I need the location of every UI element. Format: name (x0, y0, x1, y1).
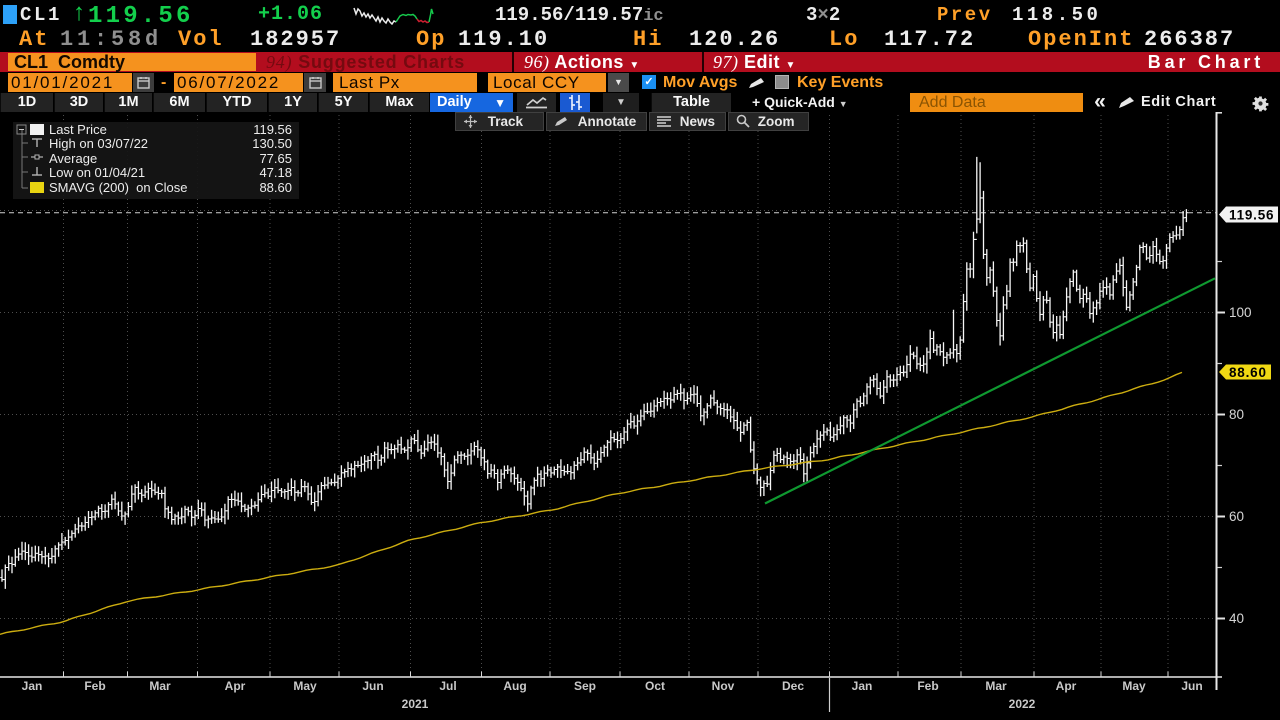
svg-text:Sep: Sep (574, 679, 596, 693)
svg-text:Dec: Dec (782, 679, 804, 693)
svg-text:40: 40 (1229, 611, 1244, 626)
svg-text:May: May (293, 679, 317, 693)
svg-text:2022: 2022 (1009, 697, 1036, 711)
svg-text:Jul: Jul (439, 679, 456, 693)
svg-text:119.56: 119.56 (1229, 208, 1274, 223)
svg-text:Mar: Mar (149, 679, 171, 693)
svg-text:Feb: Feb (917, 679, 938, 693)
svg-text:2021: 2021 (402, 697, 429, 711)
svg-text:100: 100 (1229, 305, 1252, 320)
svg-text:Feb: Feb (84, 679, 105, 693)
svg-text:Apr: Apr (1056, 679, 1077, 693)
svg-text:60: 60 (1229, 509, 1244, 524)
svg-text:Jan: Jan (22, 679, 43, 693)
svg-text:Nov: Nov (712, 679, 735, 693)
svg-text:Jun: Jun (1181, 679, 1202, 693)
svg-text:88.60: 88.60 (1229, 365, 1267, 380)
svg-text:Jun: Jun (362, 679, 383, 693)
svg-text:May: May (1122, 679, 1146, 693)
svg-text:80: 80 (1229, 407, 1244, 422)
svg-text:Aug: Aug (503, 679, 526, 693)
svg-text:Jan: Jan (852, 679, 873, 693)
svg-text:Apr: Apr (225, 679, 246, 693)
svg-text:Mar: Mar (985, 679, 1007, 693)
svg-text:Oct: Oct (645, 679, 665, 693)
